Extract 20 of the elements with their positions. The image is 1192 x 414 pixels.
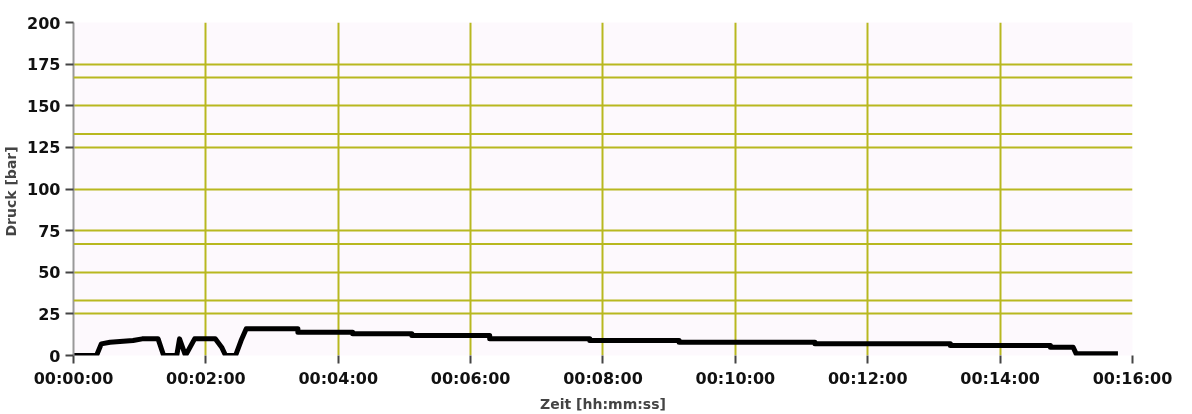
x-tick-label: 00:00:00 xyxy=(33,368,114,388)
y-tick-label: 125 xyxy=(27,138,61,158)
y-tick-label: 150 xyxy=(27,96,61,116)
x-tick-label: 00:12:00 xyxy=(827,368,908,388)
x-tick-label: 00:10:00 xyxy=(695,368,776,388)
y-tick-label: 100 xyxy=(27,180,61,199)
y-tick-label: 50 xyxy=(38,263,61,283)
x-tick-label: 00:04:00 xyxy=(298,368,379,388)
x-tick-label: 00:14:00 xyxy=(960,368,1040,388)
x-tick-label: 00:08:00 xyxy=(563,368,643,388)
x-axis-title: Zeit [hh:mm:ss] xyxy=(540,395,666,412)
y-tick-label: 75 xyxy=(38,221,61,241)
y-tick-label: 200 xyxy=(27,13,61,33)
y-tick-label: 0 xyxy=(49,346,61,366)
x-tick-label: 00:02:00 xyxy=(166,368,246,388)
x-tick-label: 00:06:00 xyxy=(430,368,511,388)
y-axis-title: Druck [bar] xyxy=(3,146,20,237)
y-tick-label: 25 xyxy=(38,304,61,324)
x-tick-label: 00:16:00 xyxy=(1092,368,1173,388)
y-tick-label: 175 xyxy=(27,55,61,75)
